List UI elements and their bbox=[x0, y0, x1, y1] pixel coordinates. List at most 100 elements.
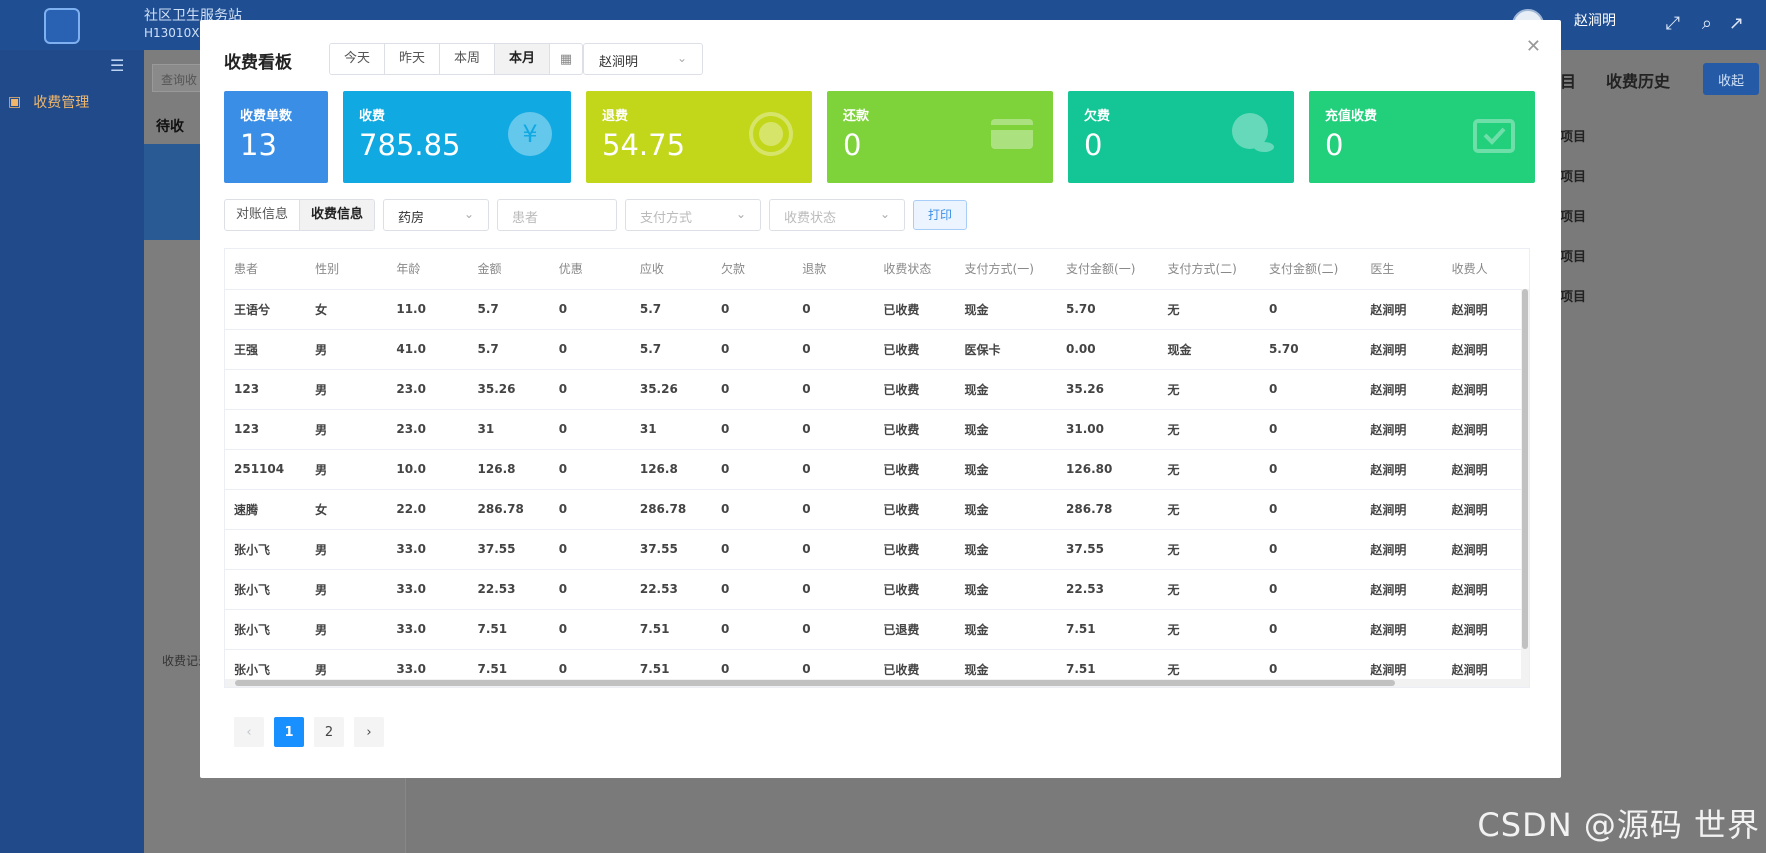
table-cell: 0.00 bbox=[1057, 329, 1159, 370]
fullscreen-icon[interactable]: ⤢ bbox=[1665, 13, 1680, 34]
table-cell: 0 bbox=[793, 329, 875, 370]
page-button[interactable]: 2 bbox=[314, 717, 344, 747]
filter-bar: 对账信息 收费信息 药房 ⌄ 患者 支付方式 ⌄ 收费状态 ⌄ 打印 bbox=[224, 199, 968, 231]
table-cell: 0 bbox=[549, 489, 631, 530]
pay-method-select[interactable]: 支付方式 ⌄ bbox=[625, 199, 762, 231]
scroll-thumb[interactable] bbox=[1522, 289, 1528, 649]
collapse-button[interactable]: 收起 bbox=[1703, 63, 1759, 95]
table-cell: 251104 bbox=[225, 449, 307, 490]
table-cell: 已收费 bbox=[874, 369, 956, 410]
table-cell: 赵涧明 bbox=[1442, 289, 1524, 330]
table-cell: 123 bbox=[225, 409, 307, 450]
table-row[interactable]: 251104 男 10.0 126.8 0 126.8 0 0 已收费 现金 126.80 无 0 赵涧明… bbox=[225, 449, 1529, 490]
table-cell: 286.78 bbox=[468, 489, 550, 530]
print-button[interactable]: 打印 bbox=[913, 200, 968, 230]
briefcase-icon: ▣ bbox=[8, 94, 22, 110]
scroll-thumb[interactable] bbox=[235, 680, 1395, 686]
tab-items[interactable]: 目 bbox=[1560, 72, 1577, 91]
table-cell: 35.26 bbox=[468, 369, 550, 410]
table-header-row: 患者 性别 年龄 金额 优惠 应收 欠款 退款 收费状态 支付方式(一) 支付金… bbox=[225, 249, 1529, 290]
tab-reconciliation[interactable]: 对账信息 bbox=[236, 207, 289, 222]
table-cell: 赵涧明 bbox=[1442, 569, 1524, 610]
table-cell: 张小飞 bbox=[225, 609, 307, 650]
column-header: 患者 bbox=[225, 249, 307, 290]
table-cell: 无 bbox=[1158, 529, 1260, 570]
table-cell: 5.70 bbox=[1057, 289, 1159, 330]
wallet-icon bbox=[991, 119, 1033, 149]
search-icon[interactable]: ⌕ bbox=[1701, 13, 1712, 34]
close-icon[interactable]: ✕ bbox=[1525, 36, 1541, 57]
list-item[interactable]: 项目 bbox=[1560, 290, 1587, 305]
menu-collapse-icon[interactable]: ☰ bbox=[110, 56, 125, 75]
stat-card-topup: 充值收费 0 bbox=[1309, 91, 1535, 183]
stat-card-count: 收费单数 13 bbox=[224, 91, 328, 183]
pharmacy-select[interactable]: 药房 ⌄ bbox=[383, 199, 490, 231]
table-cell: 0 bbox=[793, 609, 875, 650]
date-today-button[interactable]: 今天 bbox=[330, 44, 386, 74]
external-link-icon[interactable]: ↗ bbox=[1728, 13, 1744, 34]
table-cell: 0 bbox=[793, 409, 875, 450]
stat-value: 0 bbox=[1084, 128, 1103, 162]
table-cell: 0 bbox=[712, 529, 794, 570]
status-select[interactable]: 收费状态 ⌄ bbox=[769, 199, 906, 231]
tab-pending[interactable]: 待收 bbox=[156, 119, 184, 135]
stat-value: 54.75 bbox=[602, 128, 686, 162]
table-cell: 已收费 bbox=[874, 529, 956, 570]
table-row[interactable]: 速腾女 22.0 286.78 0 286.78 0 0 已收费 现金 286.78 无 0 赵涧明 赵涧… bbox=[225, 489, 1529, 530]
patient-input[interactable]: 患者 bbox=[497, 199, 618, 231]
date-week-button[interactable]: 本周 bbox=[440, 44, 496, 74]
table-cell: 已收费 bbox=[874, 489, 956, 530]
table-cell: 23.0 bbox=[387, 369, 469, 410]
record-label[interactable]: 收费记录 bbox=[162, 654, 211, 668]
calendar-icon[interactable]: ▦ bbox=[559, 51, 573, 67]
list-item[interactable]: 项目 bbox=[1560, 130, 1587, 145]
table-cell: 123 bbox=[225, 369, 307, 410]
list-item[interactable]: 项目 bbox=[1560, 250, 1587, 265]
table-cell: 0 bbox=[712, 609, 794, 650]
list-item[interactable]: 项目 bbox=[1560, 210, 1587, 225]
chevron-down-icon: ⌄ bbox=[463, 207, 475, 221]
table-cell: 已收费 bbox=[874, 449, 956, 490]
modal-title: 收费看板 bbox=[224, 53, 292, 73]
table-cell: 赵涧明 bbox=[1361, 289, 1443, 330]
next-page-button[interactable]: › bbox=[354, 717, 384, 747]
column-header: 欠款 bbox=[712, 249, 794, 290]
prev-page-button[interactable]: ‹ bbox=[234, 717, 264, 747]
column-header: 性别 bbox=[306, 249, 388, 290]
table-cell: 赵涧明 bbox=[1361, 569, 1443, 610]
table-cell: 医保卡 bbox=[955, 329, 1058, 370]
table-cell: 无 bbox=[1158, 489, 1260, 530]
table-cell: 张小飞 bbox=[225, 569, 307, 610]
charge-table: 患者 性别 年龄 金额 优惠 应收 欠款 退款 收费状态 支付方式(一) 支付金… bbox=[224, 248, 1530, 688]
horizontal-scrollbar[interactable] bbox=[225, 679, 1529, 687]
table-cell: 无 bbox=[1158, 369, 1260, 410]
chevron-down-icon: ⌄ bbox=[879, 207, 891, 221]
stat-card-refund: 退费 54.75 bbox=[586, 91, 812, 183]
patient-card[interactable] bbox=[144, 144, 204, 240]
table-cell: 33.0 bbox=[387, 569, 469, 610]
table-body: 王语兮女11.05.705.700已收费现金5.70无0赵涧明赵涧明2王强男41… bbox=[225, 289, 1529, 687]
date-month-button[interactable]: 本月 bbox=[495, 44, 551, 74]
table-cell: 7.51 bbox=[630, 609, 713, 650]
page-button[interactable]: 1 bbox=[274, 717, 304, 747]
vertical-scrollbar[interactable] bbox=[1521, 289, 1529, 679]
table-cell: 赵涧明 bbox=[1442, 529, 1524, 570]
tab-charge-info[interactable]: 收费信息 bbox=[299, 200, 375, 230]
table-cell: 无 bbox=[1158, 609, 1260, 650]
table-cell: 已收费 bbox=[874, 289, 956, 330]
date-yesterday-button[interactable]: 昨天 bbox=[385, 44, 441, 74]
table-cell: 女 bbox=[306, 289, 388, 330]
tab-history[interactable]: 收费历史 bbox=[1606, 72, 1671, 91]
list-item[interactable]: 项目 bbox=[1560, 170, 1587, 185]
sidebar-item-billing[interactable]: ▣ 收费管理 bbox=[8, 92, 89, 112]
user-name[interactable]: 赵涧明 bbox=[1574, 13, 1616, 29]
doctor-select[interactable]: 赵涧明 ⌄ bbox=[583, 43, 703, 75]
table-cell: 赵涧明 bbox=[1361, 529, 1443, 570]
